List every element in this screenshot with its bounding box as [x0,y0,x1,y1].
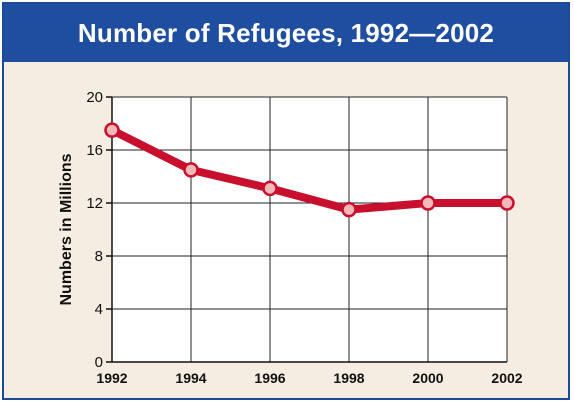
data-point-1998 [341,201,357,218]
chart-title: Number of Refugees, 1992—2002 [77,17,495,48]
y-tick-label-0: 0 [95,354,103,371]
plot-area [112,97,507,362]
title-bar: Number of Refugees, 1992—2002 [4,4,568,62]
y-tick-label-2: 8 [95,248,103,265]
x-tick-label-3: 1998 [333,370,364,386]
data-point-2002 [499,195,515,211]
data-point-1996 [262,180,278,197]
x-tick-label-0: 1992 [96,370,127,386]
data-point-1992 [104,122,120,138]
y-tick-label-3: 12 [86,195,103,212]
y-tick-label-5: 20 [86,89,103,106]
y-axis-label: Numbers in Millions [58,153,75,305]
x-tick-label-4: 2000 [412,370,443,386]
data-point-1994 [183,162,199,178]
x-tick-label-5: 2002 [491,370,522,386]
x-tick-label-1: 1994 [175,370,206,386]
series-line-0 [108,126,511,214]
x-tick-label-2: 1996 [254,370,285,386]
y-tick-label-1: 4 [95,301,103,318]
y-tick-label-4: 16 [86,142,103,159]
data-point-2000 [420,195,436,211]
